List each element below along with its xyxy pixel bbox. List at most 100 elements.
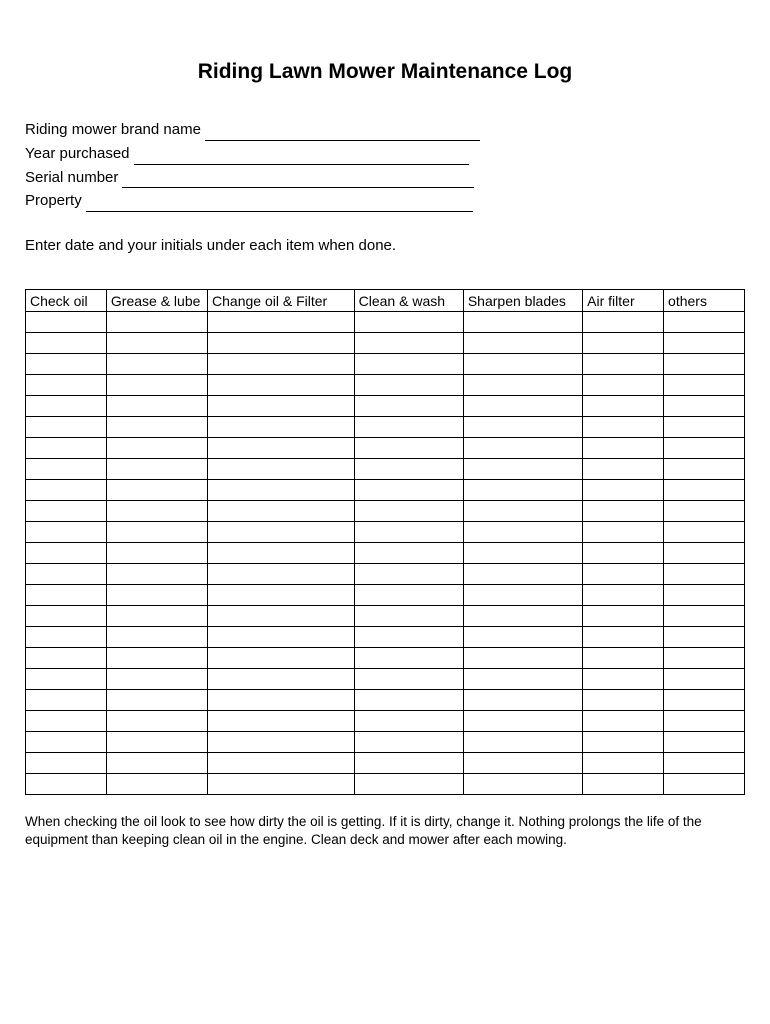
table-cell[interactable] xyxy=(26,627,107,648)
table-cell[interactable] xyxy=(354,438,463,459)
table-cell[interactable] xyxy=(354,312,463,333)
table-cell[interactable] xyxy=(106,501,207,522)
field-year-line[interactable] xyxy=(134,149,469,165)
table-cell[interactable] xyxy=(583,354,664,375)
table-cell[interactable] xyxy=(208,774,355,795)
table-cell[interactable] xyxy=(583,753,664,774)
table-cell[interactable] xyxy=(583,333,664,354)
table-cell[interactable] xyxy=(354,774,463,795)
table-cell[interactable] xyxy=(463,375,582,396)
table-cell[interactable] xyxy=(106,627,207,648)
table-cell[interactable] xyxy=(583,375,664,396)
table-cell[interactable] xyxy=(106,333,207,354)
table-cell[interactable] xyxy=(463,312,582,333)
table-cell[interactable] xyxy=(106,417,207,438)
table-cell[interactable] xyxy=(26,333,107,354)
table-cell[interactable] xyxy=(208,648,355,669)
table-cell[interactable] xyxy=(583,501,664,522)
table-cell[interactable] xyxy=(208,354,355,375)
table-cell[interactable] xyxy=(26,648,107,669)
table-cell[interactable] xyxy=(26,711,107,732)
field-brand-line[interactable] xyxy=(205,125,480,141)
table-cell[interactable] xyxy=(106,543,207,564)
table-cell[interactable] xyxy=(463,480,582,501)
table-cell[interactable] xyxy=(463,627,582,648)
table-cell[interactable] xyxy=(664,669,745,690)
table-cell[interactable] xyxy=(664,438,745,459)
table-cell[interactable] xyxy=(664,333,745,354)
table-cell[interactable] xyxy=(208,543,355,564)
table-cell[interactable] xyxy=(463,585,582,606)
table-cell[interactable] xyxy=(26,459,107,480)
table-cell[interactable] xyxy=(106,522,207,543)
table-cell[interactable] xyxy=(664,585,745,606)
table-cell[interactable] xyxy=(354,501,463,522)
table-cell[interactable] xyxy=(664,354,745,375)
table-cell[interactable] xyxy=(583,312,664,333)
table-cell[interactable] xyxy=(583,627,664,648)
table-cell[interactable] xyxy=(583,417,664,438)
table-cell[interactable] xyxy=(463,648,582,669)
table-cell[interactable] xyxy=(106,669,207,690)
table-cell[interactable] xyxy=(106,459,207,480)
table-cell[interactable] xyxy=(106,648,207,669)
table-cell[interactable] xyxy=(106,354,207,375)
table-cell[interactable] xyxy=(106,774,207,795)
table-cell[interactable] xyxy=(106,480,207,501)
table-cell[interactable] xyxy=(463,774,582,795)
table-cell[interactable] xyxy=(26,396,107,417)
table-cell[interactable] xyxy=(664,648,745,669)
table-cell[interactable] xyxy=(208,753,355,774)
table-cell[interactable] xyxy=(583,606,664,627)
table-cell[interactable] xyxy=(583,711,664,732)
table-cell[interactable] xyxy=(664,627,745,648)
table-cell[interactable] xyxy=(583,648,664,669)
table-cell[interactable] xyxy=(463,543,582,564)
table-cell[interactable] xyxy=(664,396,745,417)
table-cell[interactable] xyxy=(354,354,463,375)
table-cell[interactable] xyxy=(106,690,207,711)
table-cell[interactable] xyxy=(664,732,745,753)
table-cell[interactable] xyxy=(26,585,107,606)
table-cell[interactable] xyxy=(664,459,745,480)
table-cell[interactable] xyxy=(208,438,355,459)
table-cell[interactable] xyxy=(463,417,582,438)
table-cell[interactable] xyxy=(583,564,664,585)
table-cell[interactable] xyxy=(354,480,463,501)
table-cell[interactable] xyxy=(583,396,664,417)
table-cell[interactable] xyxy=(664,480,745,501)
table-cell[interactable] xyxy=(354,417,463,438)
table-cell[interactable] xyxy=(354,732,463,753)
table-cell[interactable] xyxy=(106,732,207,753)
table-cell[interactable] xyxy=(26,417,107,438)
table-cell[interactable] xyxy=(26,375,107,396)
table-cell[interactable] xyxy=(208,732,355,753)
table-cell[interactable] xyxy=(664,564,745,585)
table-cell[interactable] xyxy=(26,501,107,522)
table-cell[interactable] xyxy=(463,690,582,711)
table-cell[interactable] xyxy=(354,333,463,354)
field-property-line[interactable] xyxy=(86,196,473,212)
table-cell[interactable] xyxy=(26,312,107,333)
table-cell[interactable] xyxy=(208,585,355,606)
table-cell[interactable] xyxy=(26,564,107,585)
table-cell[interactable] xyxy=(463,354,582,375)
table-cell[interactable] xyxy=(354,606,463,627)
table-cell[interactable] xyxy=(354,585,463,606)
table-cell[interactable] xyxy=(106,711,207,732)
table-cell[interactable] xyxy=(463,396,582,417)
table-cell[interactable] xyxy=(583,774,664,795)
table-cell[interactable] xyxy=(208,501,355,522)
table-cell[interactable] xyxy=(106,375,207,396)
table-cell[interactable] xyxy=(106,312,207,333)
table-cell[interactable] xyxy=(208,396,355,417)
table-cell[interactable] xyxy=(354,543,463,564)
table-cell[interactable] xyxy=(354,627,463,648)
table-cell[interactable] xyxy=(26,606,107,627)
table-cell[interactable] xyxy=(664,375,745,396)
table-cell[interactable] xyxy=(208,312,355,333)
table-cell[interactable] xyxy=(26,543,107,564)
table-cell[interactable] xyxy=(463,522,582,543)
table-cell[interactable] xyxy=(26,732,107,753)
table-cell[interactable] xyxy=(26,522,107,543)
